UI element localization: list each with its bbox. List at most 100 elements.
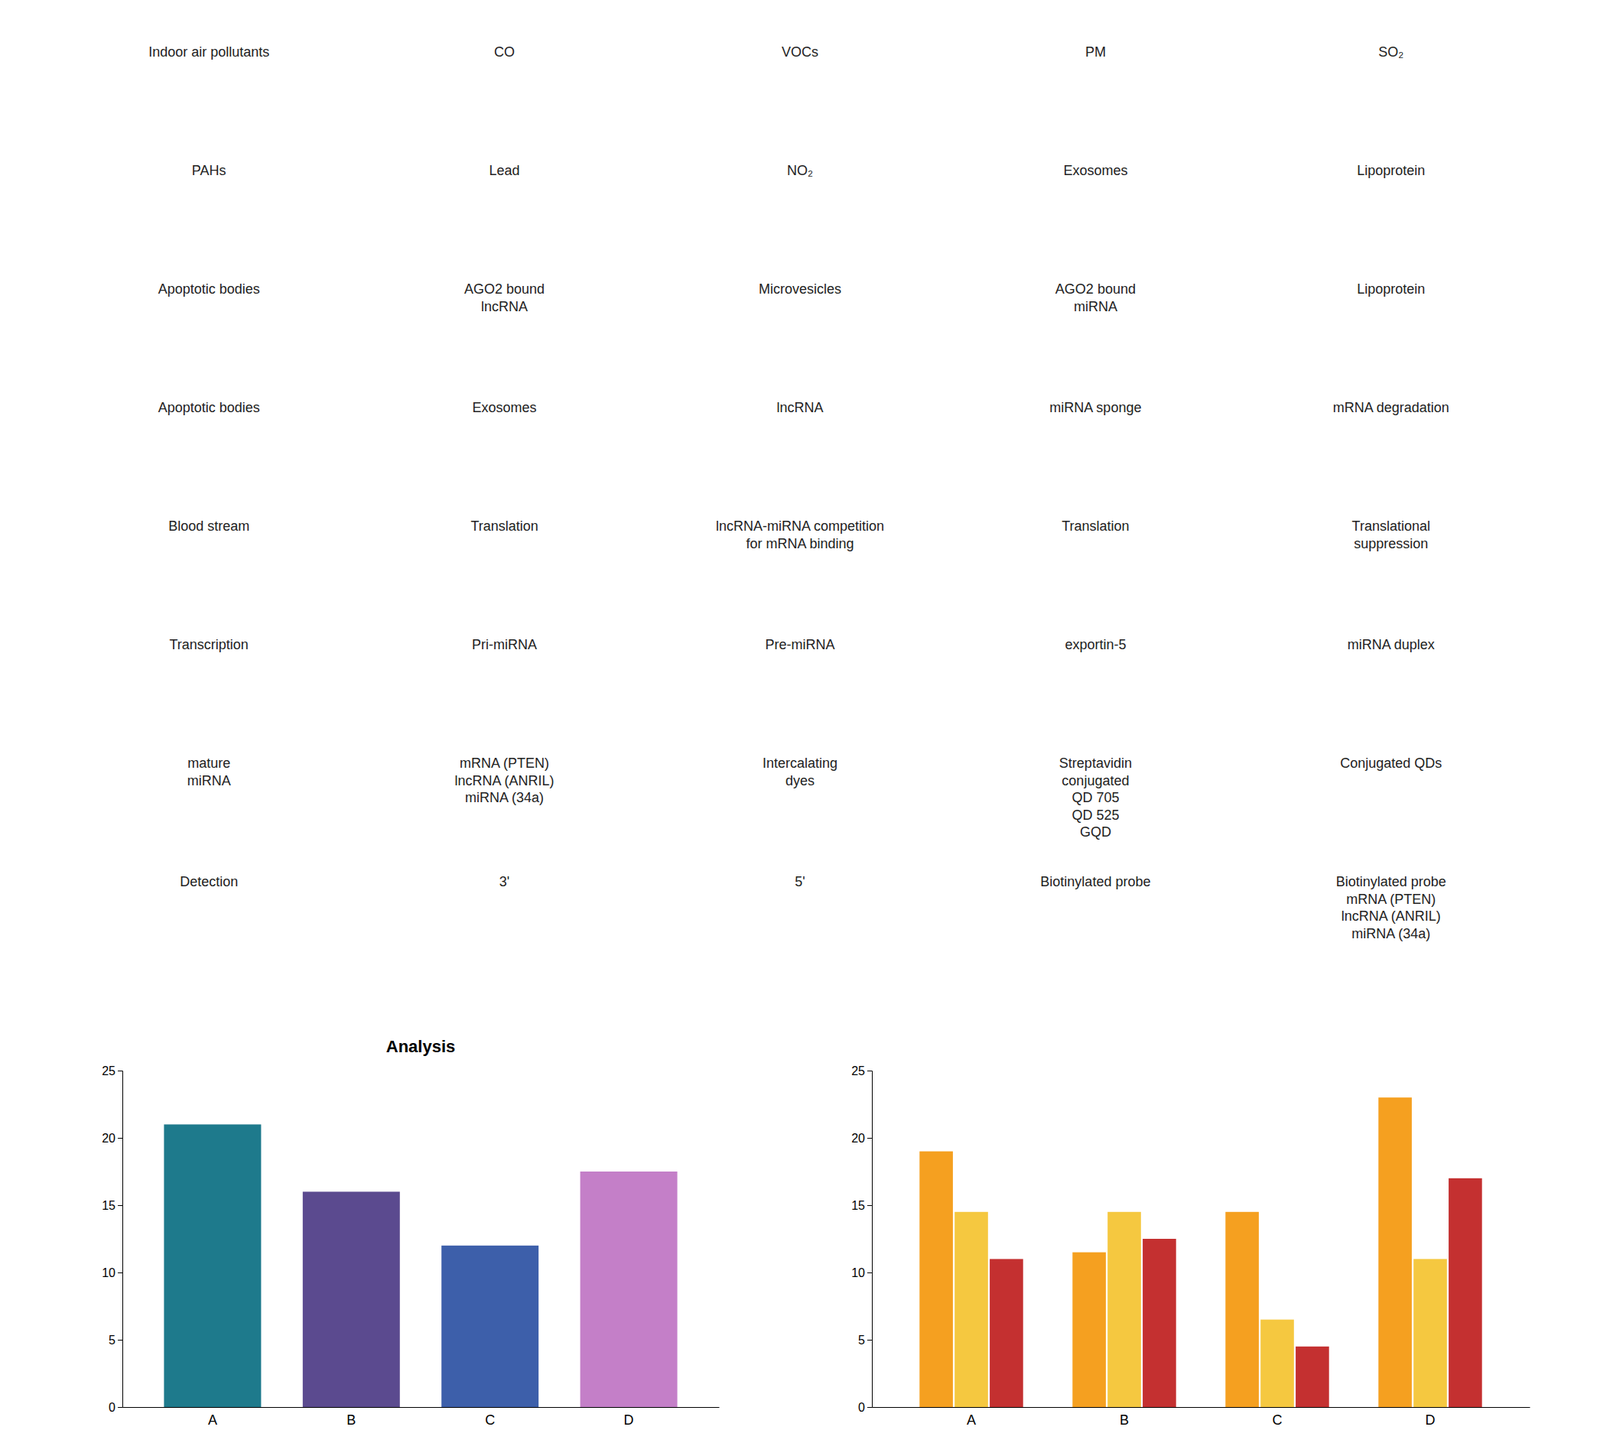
x-tick: B — [346, 1412, 356, 1428]
y-tick-mark — [117, 1070, 123, 1072]
y-tick: 10 — [101, 1266, 123, 1280]
annotations: Indoor air pollutantsCOVOCsPMSO₂PAHsLead… — [148, 44, 1450, 942]
annotation: Biotinylated probe — [1040, 874, 1151, 890]
annotation: Lead — [489, 162, 521, 179]
annotation: 3' — [499, 874, 510, 890]
bar — [1072, 1252, 1106, 1408]
annotation: Microvesicles — [758, 281, 842, 297]
y-tick: 25 — [101, 1064, 123, 1078]
bars — [919, 1097, 1482, 1408]
bar — [1448, 1178, 1483, 1408]
y-tick-label: 15 — [851, 1199, 866, 1213]
annotation: Pre-miRNA — [764, 637, 835, 653]
annotation: Translation — [1061, 518, 1129, 534]
bar — [1225, 1212, 1259, 1408]
x-axis: A B C D — [123, 1408, 720, 1428]
annotation: exportin-5 — [1064, 637, 1126, 653]
bars — [163, 1124, 677, 1408]
y-tick-mark — [117, 1339, 123, 1341]
x-tick: D — [1425, 1412, 1436, 1428]
bar — [954, 1212, 989, 1408]
y-tick-mark — [867, 1339, 872, 1341]
y-tick: 0 — [858, 1401, 872, 1415]
bar — [1260, 1320, 1295, 1408]
bar — [1378, 1097, 1412, 1408]
annotation: Lipoprotein — [1356, 162, 1425, 179]
annotation: Lipoprotein — [1356, 281, 1425, 297]
y-tick: 5 — [858, 1333, 872, 1347]
y-tick-label: 0 — [858, 1401, 866, 1415]
x-tick-label: C — [1272, 1412, 1283, 1428]
y-tick-label: 5 — [858, 1333, 866, 1347]
annotation: Pri-miRNA — [471, 637, 537, 653]
y-tick-label: 10 — [101, 1266, 116, 1280]
bar — [1295, 1346, 1330, 1408]
x-axis-line — [123, 1407, 720, 1409]
y-tick-mark — [867, 1070, 872, 1072]
bar — [919, 1151, 953, 1408]
annotation: AGO2 boundmiRNA — [1055, 281, 1136, 315]
y-tick-mark — [867, 1407, 872, 1409]
annotation: AGO2 boundlncRNA — [464, 281, 545, 315]
annotation: Transcription — [169, 637, 249, 653]
x-tick-label: D — [624, 1412, 635, 1428]
x-tick: C — [484, 1412, 495, 1428]
y-axis-line — [867, 1071, 873, 1409]
bar — [441, 1245, 539, 1408]
chart: 0 5 10 15 20 25 A B C D — [851, 1064, 1530, 1428]
annotation: mRNA (PTEN)lncRNA (ANRIL)miRNA (34a) — [455, 755, 555, 806]
y-tick: 20 — [101, 1131, 123, 1145]
annotation: Translation — [470, 518, 538, 534]
annotation: Conjugated QDs — [1339, 755, 1442, 771]
y-tick-mark — [867, 1138, 872, 1139]
annotation: Translationalsuppression — [1352, 518, 1431, 552]
x-axis: A B C D — [872, 1408, 1531, 1428]
y-tick-label: 25 — [101, 1064, 116, 1078]
bar — [1142, 1239, 1177, 1408]
annotation: Indoor air pollutants — [148, 44, 270, 60]
annotation: Exosomes — [472, 400, 537, 416]
y-tick-mark — [867, 1272, 872, 1274]
annotation: PAHs — [191, 162, 227, 179]
bar — [989, 1258, 1024, 1408]
y-axis-line — [117, 1071, 124, 1409]
annotation: Detection — [179, 874, 238, 890]
annotation: PM — [1085, 44, 1106, 60]
y-tick: 5 — [108, 1333, 123, 1347]
x-tick-label: B — [1119, 1412, 1129, 1428]
annotation: Apoptotic bodies — [158, 281, 261, 297]
y-tick-label: 20 — [101, 1131, 116, 1145]
annotation: lncRNA-miRNA competitionfor mRNA binding — [715, 518, 885, 552]
annotation: Apoptotic bodies — [158, 400, 261, 416]
y-tick-label: 5 — [108, 1333, 116, 1347]
annotation: NO₂ — [786, 162, 814, 179]
x-tick: C — [1272, 1412, 1283, 1428]
annotation: mRNA degradation — [1333, 400, 1450, 416]
y-tick-mark — [117, 1205, 123, 1207]
annotation: lncRNA — [776, 400, 823, 416]
bar — [580, 1171, 678, 1408]
bar — [163, 1124, 261, 1408]
annotation: StreptavidinconjugatedQD 705QD 525GQD — [1059, 755, 1132, 840]
x-tick-label: C — [484, 1412, 495, 1428]
figure: Indoor air pollutantsCOVOCsPMSO₂PAHsLead… — [0, 0, 1600, 1456]
x-tick-label: A — [966, 1412, 976, 1428]
annotation: Exosomes — [1063, 162, 1128, 179]
y-tick-label: 25 — [851, 1064, 866, 1078]
x-tick: A — [966, 1412, 976, 1428]
annotation: miRNA duplex — [1347, 637, 1435, 653]
y-tick-label: 20 — [851, 1131, 866, 1145]
bar — [1413, 1258, 1448, 1408]
bar — [302, 1191, 400, 1408]
y-tick-label: 15 — [101, 1199, 116, 1213]
annotation: Biotinylated probemRNA (PTEN)lncRNA (ANR… — [1336, 874, 1447, 942]
y-tick-mark — [117, 1138, 123, 1139]
chart: 0510152025ABCDAnalysis — [101, 1037, 719, 1428]
bar — [1107, 1212, 1142, 1408]
x-tick-label: B — [346, 1412, 356, 1428]
y-tick: 15 — [851, 1199, 872, 1213]
annotation: maturemiRNA — [187, 755, 231, 789]
x-tick: A — [208, 1412, 218, 1428]
y-tick: 10 — [851, 1266, 872, 1280]
x-tick-label: D — [1425, 1412, 1436, 1428]
